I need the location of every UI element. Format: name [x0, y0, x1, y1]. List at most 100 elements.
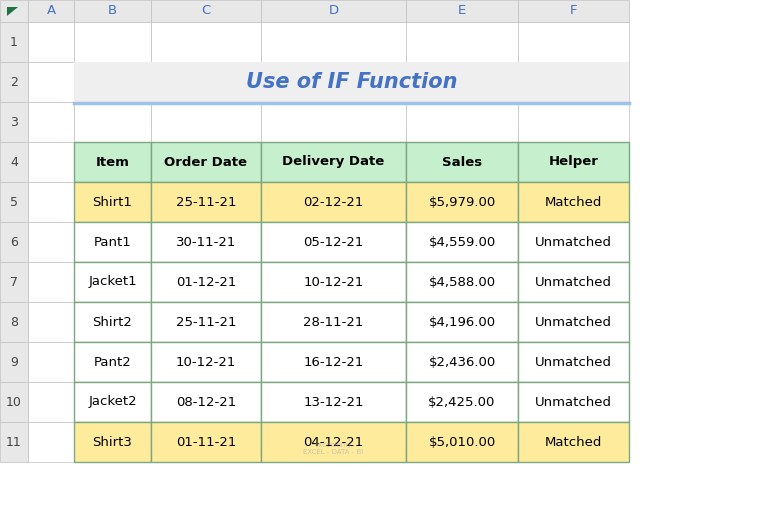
Bar	[406, 422, 518, 462]
Bar	[74, 262, 151, 302]
Bar	[0, 182, 28, 222]
Text: 8: 8	[10, 315, 18, 328]
Bar	[406, 382, 518, 422]
Bar	[518, 382, 629, 422]
Text: $4,588.00: $4,588.00	[429, 276, 495, 288]
Bar	[518, 142, 629, 182]
Text: 2: 2	[10, 75, 18, 88]
Bar	[151, 222, 261, 262]
Text: $5,010.00: $5,010.00	[429, 435, 495, 449]
Text: 3: 3	[10, 115, 18, 129]
Bar	[518, 182, 629, 222]
Bar	[151, 422, 261, 462]
Bar	[261, 0, 406, 22]
Text: exceldemy
EXCEL - DATA - BI: exceldemy EXCEL - DATA - BI	[304, 442, 364, 454]
Bar	[406, 262, 518, 302]
Text: Jacket2: Jacket2	[88, 396, 137, 408]
Bar	[74, 342, 151, 382]
Bar	[261, 422, 406, 462]
Bar	[28, 342, 74, 382]
Bar	[151, 62, 261, 102]
Bar	[151, 262, 261, 302]
Bar	[151, 142, 261, 182]
Text: Jacket1: Jacket1	[88, 276, 137, 288]
Bar	[518, 302, 629, 342]
Bar	[151, 382, 261, 422]
Text: Matched: Matched	[545, 195, 602, 208]
Text: F: F	[570, 5, 578, 18]
Bar	[518, 262, 629, 302]
Bar	[151, 342, 261, 382]
Text: Delivery Date: Delivery Date	[282, 156, 384, 169]
Bar	[74, 422, 151, 462]
Bar	[74, 22, 151, 62]
Bar	[261, 102, 406, 142]
Bar	[406, 62, 518, 102]
Bar	[28, 0, 74, 22]
Bar	[261, 142, 406, 182]
Bar	[406, 382, 518, 422]
Bar	[151, 262, 261, 302]
Bar	[261, 142, 406, 182]
Bar	[28, 422, 74, 462]
Bar	[28, 262, 74, 302]
Bar	[0, 262, 28, 302]
Text: 04-12-21: 04-12-21	[304, 435, 364, 449]
Bar	[261, 382, 406, 422]
Bar	[74, 142, 151, 182]
Text: 9: 9	[10, 356, 18, 369]
Text: 28-11-21: 28-11-21	[303, 315, 364, 328]
Bar	[518, 422, 629, 462]
Bar	[74, 62, 151, 102]
Bar	[518, 62, 629, 102]
Text: Shirt3: Shirt3	[93, 435, 133, 449]
Text: Item: Item	[96, 156, 130, 169]
Bar	[261, 302, 406, 342]
Bar	[406, 142, 518, 182]
Bar	[518, 382, 629, 422]
Text: Shirt1: Shirt1	[93, 195, 133, 208]
Bar	[74, 182, 151, 222]
Bar	[518, 342, 629, 382]
Bar	[151, 302, 261, 342]
Text: Unmatched: Unmatched	[535, 396, 612, 408]
Text: E: E	[458, 5, 466, 18]
Bar	[518, 102, 629, 142]
Bar	[151, 342, 261, 382]
Bar	[28, 222, 74, 262]
Bar	[0, 222, 28, 262]
Bar	[74, 382, 151, 422]
Bar	[151, 382, 261, 422]
Text: Use of IF Function: Use of IF Function	[245, 72, 457, 92]
Text: $5,979.00: $5,979.00	[429, 195, 495, 208]
Bar	[0, 342, 28, 382]
Bar	[74, 382, 151, 422]
Bar	[151, 182, 261, 222]
Text: 25-11-21: 25-11-21	[176, 315, 236, 328]
Text: Order Date: Order Date	[164, 156, 248, 169]
Bar	[74, 102, 151, 142]
Text: 6: 6	[10, 236, 18, 249]
Text: 02-12-21: 02-12-21	[303, 195, 364, 208]
Text: $2,425.00: $2,425.00	[428, 396, 495, 408]
Bar	[406, 302, 518, 342]
Bar	[406, 222, 518, 262]
Bar	[74, 222, 151, 262]
Text: 01-11-21: 01-11-21	[176, 435, 236, 449]
Bar	[0, 142, 28, 182]
Text: C: C	[202, 5, 211, 18]
Bar	[518, 182, 629, 222]
Bar	[261, 222, 406, 262]
Text: Unmatched: Unmatched	[535, 276, 612, 288]
Bar	[406, 342, 518, 382]
Text: 10: 10	[6, 396, 22, 408]
Text: 1: 1	[10, 36, 18, 49]
Text: 08-12-21: 08-12-21	[176, 396, 236, 408]
Bar	[0, 0, 28, 22]
Text: 01-12-21: 01-12-21	[176, 276, 236, 288]
Text: $4,559.00: $4,559.00	[429, 236, 495, 249]
Bar	[74, 142, 151, 182]
Bar	[28, 62, 74, 102]
Bar	[406, 342, 518, 382]
Bar	[74, 422, 151, 462]
